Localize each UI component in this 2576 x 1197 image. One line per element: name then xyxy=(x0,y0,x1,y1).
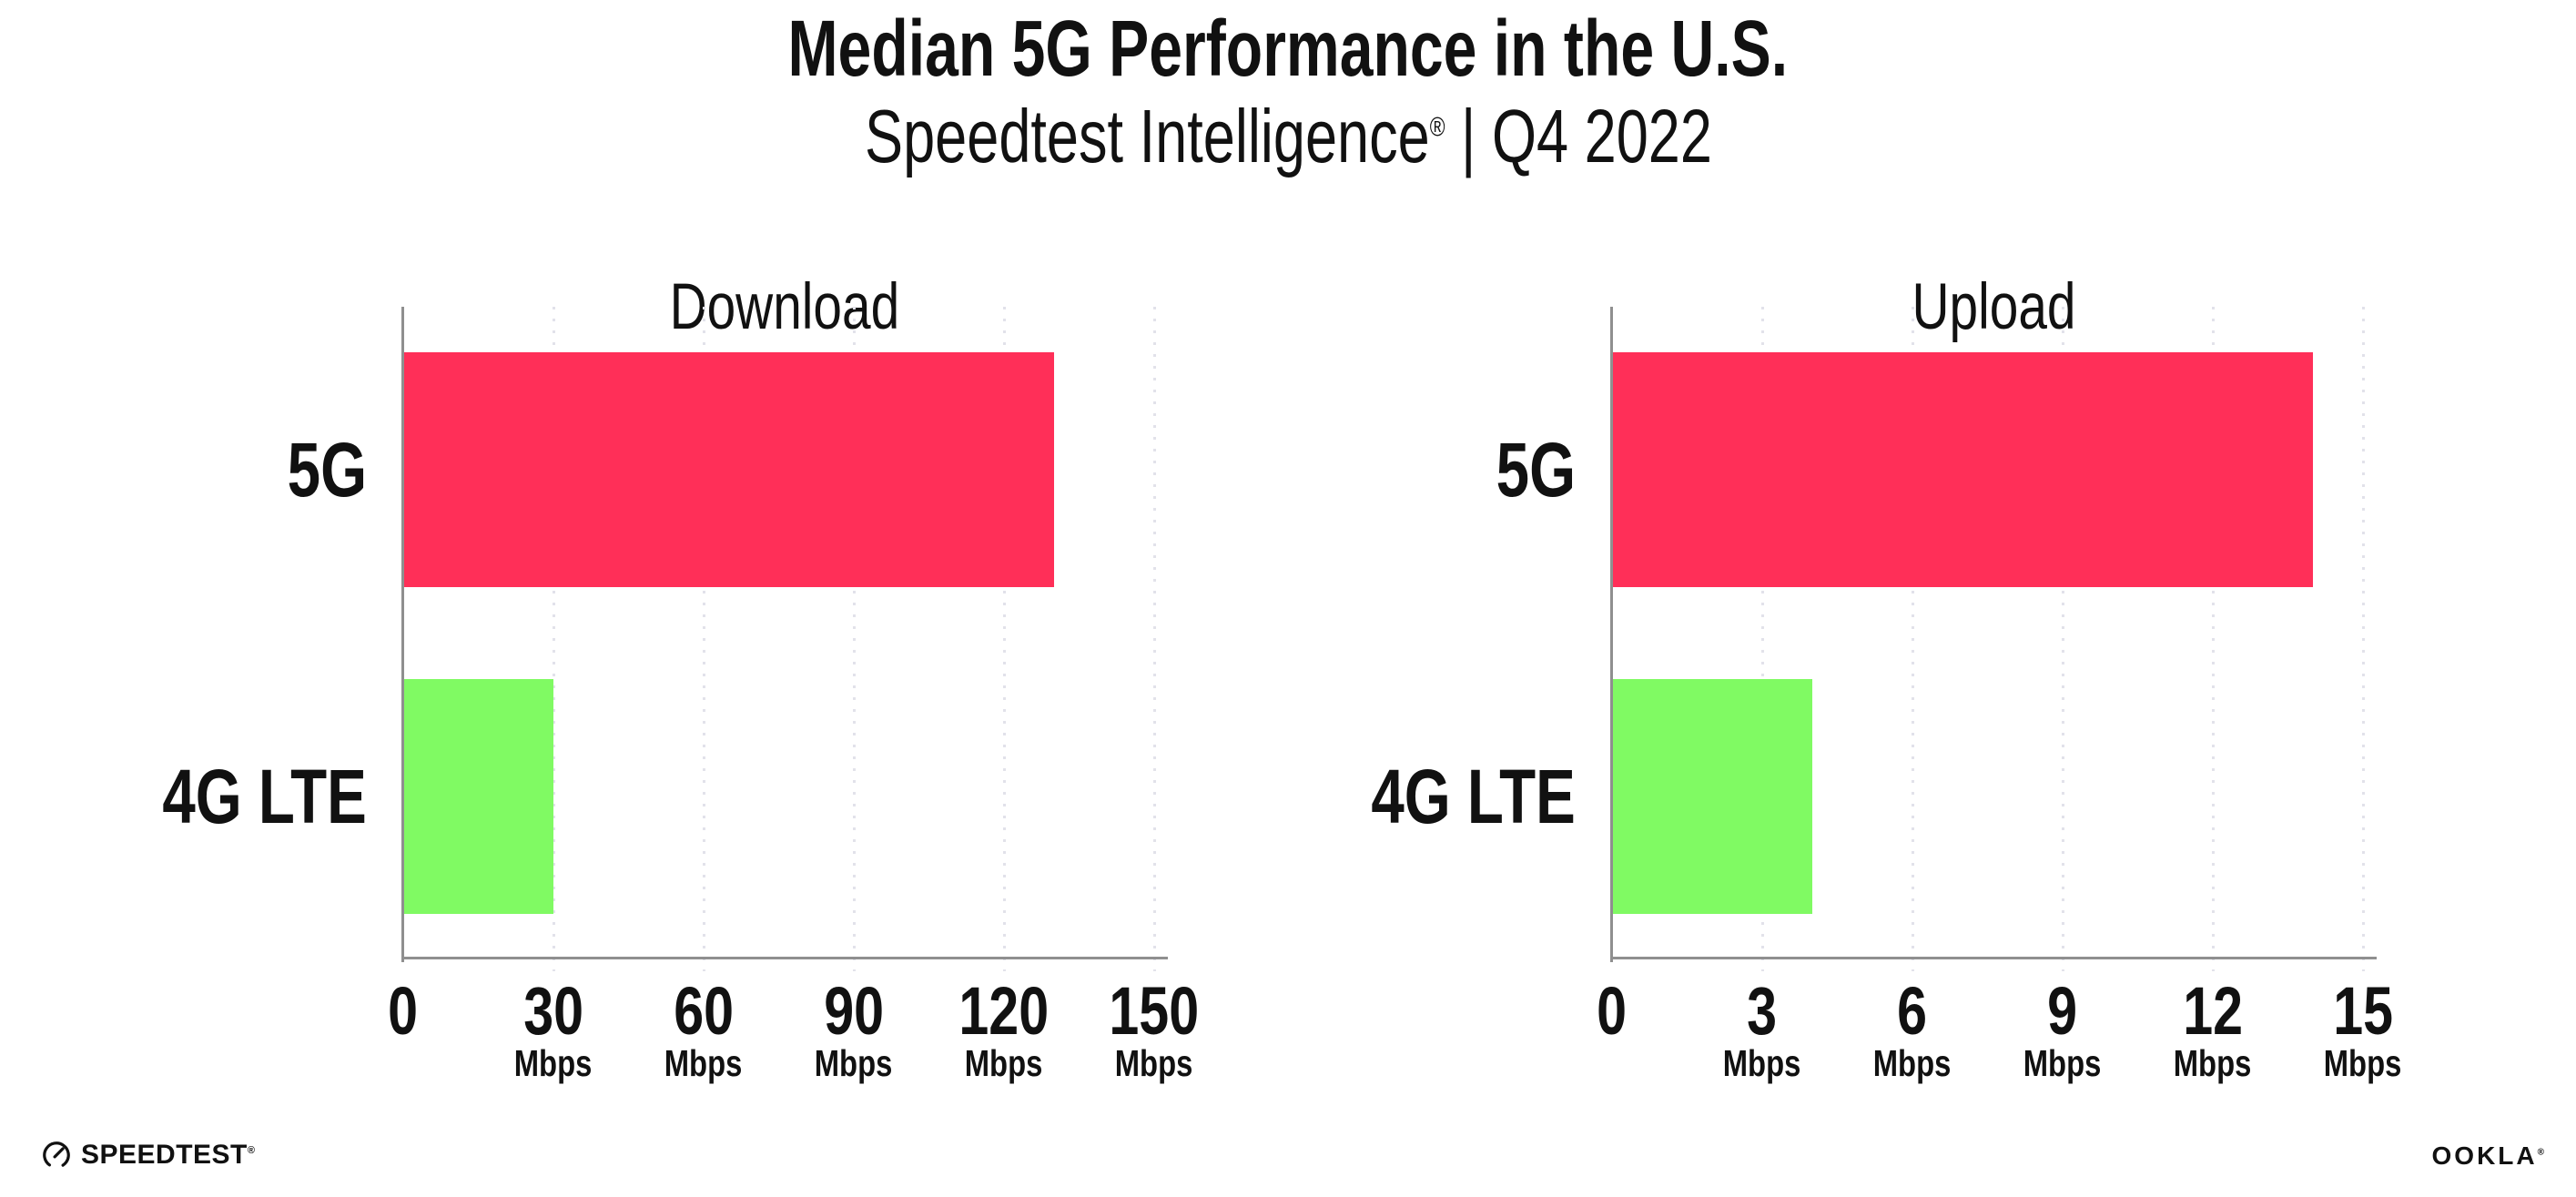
category-label-text: 4G LTE xyxy=(1371,754,1576,839)
category-label-text: 5G xyxy=(1496,427,1576,512)
upload-category-label-4g-lte: 4G LTE xyxy=(1313,758,1576,835)
download-gridline-60 xyxy=(703,307,705,971)
speedtest-gauge-icon xyxy=(43,1141,70,1169)
ookla-label: OOKLA xyxy=(2431,1141,2538,1170)
upload-tick-6: 6 Mbps xyxy=(1812,978,2013,1082)
download-category-label-5g: 5G xyxy=(265,431,367,508)
tick-unit: Mbps xyxy=(2174,1042,2252,1084)
tick-unit: Mbps xyxy=(2324,1042,2402,1084)
download-tick-0: 0 xyxy=(303,978,503,1045)
speedtest-wordmark: SPEEDTEST® xyxy=(81,1141,255,1169)
subtitle-brand: Speedtest Intelligence xyxy=(864,94,1430,178)
upload-plot-area: 5G 4G LTE 0 3 Mbps 6 Mbps 9 Mbps 12 Mbps 15 Mbps xyxy=(1372,307,2402,1082)
header: Median 5G Performance in the U.S. xyxy=(0,9,2576,88)
ookla-registered-mark: ® xyxy=(2537,1147,2544,1158)
registered-mark: ® xyxy=(1429,112,1445,143)
download-tick-90: 90 Mbps xyxy=(754,978,954,1082)
page-title: Median 5G Performance in the U.S. xyxy=(787,5,1789,93)
speedtest-label: SPEEDTEST xyxy=(81,1140,248,1170)
tick-value: 120 xyxy=(958,973,1050,1049)
tick-unit: Mbps xyxy=(1115,1042,1193,1084)
subtitle-period: | Q4 2022 xyxy=(1445,94,1712,178)
tick-value: 9 xyxy=(2047,973,2078,1049)
upload-gridline-3 xyxy=(1761,307,1764,971)
tick-value: 12 xyxy=(2183,973,2243,1049)
download-tick-60: 60 Mbps xyxy=(603,978,804,1082)
tick-value: 15 xyxy=(2333,973,2393,1049)
subtitle-text: Speedtest Intelligence® | Q4 2022 xyxy=(865,98,1712,174)
speedtest-registered-mark: ® xyxy=(247,1145,256,1156)
tick-unit: Mbps xyxy=(815,1042,893,1084)
tick-value: 90 xyxy=(824,973,884,1049)
download-gridline-30 xyxy=(553,307,555,971)
speedtest-logo: SPEEDTEST® xyxy=(41,1140,255,1171)
category-label-text: 5G xyxy=(287,427,367,512)
download-x-axis-line xyxy=(401,957,1168,959)
tick-unit: Mbps xyxy=(1723,1042,1801,1084)
tick-unit: Mbps xyxy=(664,1042,743,1084)
upload-category-label-5g: 5G xyxy=(1474,431,1576,508)
tick-value: 150 xyxy=(1109,973,1200,1049)
upload-gridline-12 xyxy=(2212,307,2215,971)
upload-tick-3: 3 Mbps xyxy=(1662,978,1862,1082)
tick-value: 30 xyxy=(523,973,583,1049)
upload-chart-title-text: Upload xyxy=(1912,270,2075,343)
upload-gridline-9 xyxy=(2062,307,2064,971)
tick-value: 6 xyxy=(1897,973,1928,1049)
upload-tick-12: 12 Mbps xyxy=(2113,978,2313,1082)
download-y-axis-line xyxy=(401,307,404,962)
download-tick-30: 30 Mbps xyxy=(453,978,654,1082)
tick-unit: Mbps xyxy=(2023,1042,2102,1084)
tick-unit: Mbps xyxy=(514,1042,593,1084)
download-gridline-120 xyxy=(1003,307,1006,971)
download-gridline-150 xyxy=(1153,307,1156,971)
subtitle: Speedtest Intelligence® | Q4 2022 xyxy=(0,98,2576,174)
tick-value: 0 xyxy=(388,973,419,1049)
download-bar-5g xyxy=(403,352,1054,587)
download-plot-area: 5G 4G LTE 0 30 Mbps 60 Mbps 90 Mbps 120 Mbps 150 Mbp… xyxy=(163,307,1199,1082)
upload-gridline-6 xyxy=(1912,307,1914,971)
upload-tick-9: 9 Mbps xyxy=(1962,978,2163,1082)
download-tick-120: 120 Mbps xyxy=(904,978,1104,1082)
upload-chart-title: Upload xyxy=(1612,275,2375,340)
tick-unit: Mbps xyxy=(1873,1042,1952,1084)
download-gridline-90 xyxy=(853,307,856,971)
download-category-label-4g-lte: 4G LTE xyxy=(105,758,367,835)
tick-unit: Mbps xyxy=(965,1042,1043,1084)
tick-value: 60 xyxy=(674,973,734,1049)
tick-value: 3 xyxy=(1747,973,1778,1049)
download-bar-4g-lte xyxy=(403,679,553,914)
upload-bar-5g xyxy=(1612,352,2313,587)
category-label-text: 4G LTE xyxy=(162,754,367,839)
upload-gridline-15 xyxy=(2362,307,2365,971)
upload-tick-0: 0 xyxy=(1512,978,1712,1045)
upload-bar-4g-lte xyxy=(1612,679,1812,914)
download-chart-title-text: Download xyxy=(669,270,900,343)
upload-x-axis-line xyxy=(1610,957,2377,959)
upload-y-axis-line xyxy=(1610,307,1613,962)
upload-tick-15: 15 Mbps xyxy=(2263,978,2463,1082)
tick-value: 0 xyxy=(1597,973,1628,1049)
ookla-logo: OOKLA® xyxy=(2432,1143,2544,1169)
download-tick-150: 150 Mbps xyxy=(1054,978,1254,1082)
download-chart-title: Download xyxy=(403,275,1166,340)
